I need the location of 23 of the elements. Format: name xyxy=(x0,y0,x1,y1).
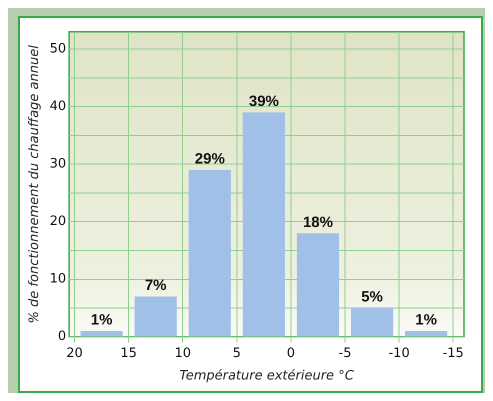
x-tick-label: 20 xyxy=(66,346,83,361)
x-tick-label: 5 xyxy=(232,346,241,361)
x-tick-label: -10 xyxy=(388,346,410,361)
data-label: 7% xyxy=(144,277,167,294)
data-label: 39% xyxy=(248,93,279,110)
x-tick-label: -15 xyxy=(442,346,464,361)
y-tick-label: 0 xyxy=(58,329,66,344)
data-label: 1% xyxy=(90,312,112,329)
x-axis-title: Température extérieure °C xyxy=(179,368,355,384)
x-tick-label: 10 xyxy=(174,346,192,361)
y-tick-label: 50 xyxy=(50,41,66,56)
x-tick-label: 15 xyxy=(120,346,137,361)
data-label: 29% xyxy=(194,150,225,168)
y-tick-label: 40 xyxy=(50,98,66,114)
x-tick-label: 0 xyxy=(286,346,296,361)
y-axis-title: % de fonctionnement du chauffage annuel xyxy=(27,44,42,324)
y-tick-label: 30 xyxy=(50,156,66,172)
data-label: 18% xyxy=(302,214,333,231)
data-label: 1% xyxy=(415,312,437,329)
data-label: 5% xyxy=(361,288,383,306)
x-tick-label: -5 xyxy=(338,346,352,361)
y-tick-label: 10 xyxy=(50,272,66,287)
y-tick-label: 20 xyxy=(50,214,66,230)
